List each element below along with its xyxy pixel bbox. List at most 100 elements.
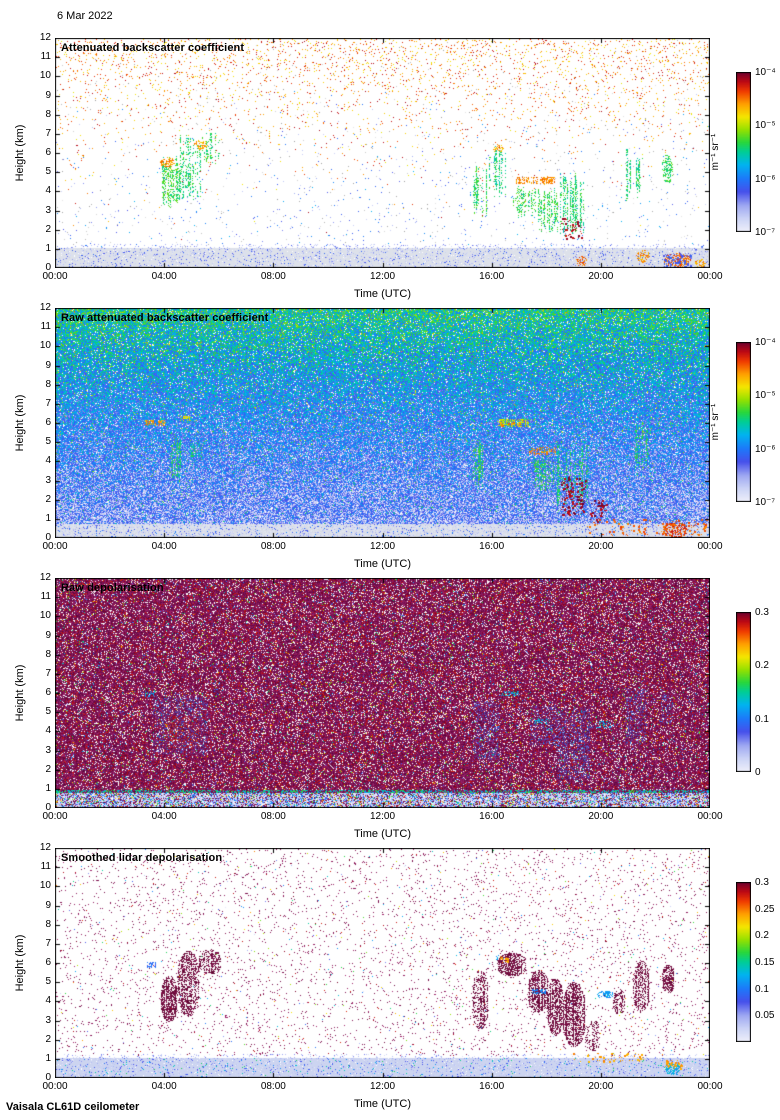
colorbar-tick-label: 0.3 xyxy=(755,877,769,888)
y-tick-label: 4 xyxy=(45,185,51,197)
colorbar-tick-label: 0.15 xyxy=(755,957,775,968)
x-tick-label: 12:00 xyxy=(369,541,396,552)
x-tick-label: 16:00 xyxy=(479,541,505,552)
x-tick-labels: 00:00 04:00 08:00 12:00 16:00 20:00 00:00 xyxy=(0,271,780,284)
colorbar-unit-label: m⁻¹ sr⁻¹ xyxy=(710,133,721,171)
x-tick-label: 00:00 xyxy=(697,811,723,822)
y-tick-label: 7 xyxy=(45,127,51,139)
plot-title: Smoothed lidar depolarisation xyxy=(61,852,223,864)
y-tick-label: 4 xyxy=(45,725,51,737)
y-tick-label: 3 xyxy=(45,474,51,486)
y-tick-label: 7 xyxy=(45,397,51,409)
colorbar-canvas xyxy=(736,882,751,1042)
x-tick-labels: 00:00 04:00 08:00 12:00 16:00 20:00 00:00 xyxy=(0,1081,780,1094)
y-tick-label: 1 xyxy=(45,1052,51,1064)
heatmap-canvas-attenuated-backscatter xyxy=(55,38,710,268)
y-tick-label: 8 xyxy=(45,108,51,120)
x-axis-label: Time (UTC) xyxy=(353,288,412,300)
heatmap-canvas-raw-attenuated-backscatter xyxy=(55,308,710,538)
x-tick-label: 20:00 xyxy=(588,1081,614,1092)
colorbar-tick-label: 0 xyxy=(755,767,761,778)
instrument-label: Vaisala CL61D ceilometer xyxy=(6,1101,140,1113)
y-tick-label: 5 xyxy=(45,706,51,718)
x-tick-label: 20:00 xyxy=(588,271,614,282)
y-tick-label: 4 xyxy=(45,995,51,1007)
plot-title: Raw attenuated backscatter coefficient xyxy=(61,312,269,324)
x-axis-label: Time (UTC) xyxy=(353,828,412,840)
x-tick-labels: 00:00 04:00 08:00 12:00 16:00 20:00 00:00 xyxy=(0,541,780,554)
y-tick-label: 6 xyxy=(45,147,51,158)
x-tick-label: 08:00 xyxy=(260,811,286,822)
plot-title: Raw depolarisation xyxy=(61,582,164,594)
y-tick-label: 10 xyxy=(39,880,51,892)
colorbar-tick-label: 0.2 xyxy=(755,660,769,672)
y-tick-label: 2 xyxy=(45,1033,51,1045)
y-tick-label: 5 xyxy=(45,436,51,448)
y-tick-label: 0 xyxy=(45,1072,51,1083)
colorbar-tick-label: 10⁻⁵ xyxy=(755,390,776,402)
y-tick-label: 3 xyxy=(45,204,51,216)
y-tick-label: 7 xyxy=(45,937,51,949)
x-tick-label: 00:00 xyxy=(42,811,68,822)
colorbar-canvas xyxy=(736,342,751,502)
x-tick-label: 00:00 xyxy=(42,271,68,282)
y-tick-label: 8 xyxy=(45,378,51,390)
x-tick-label: 00:00 xyxy=(697,1081,723,1092)
y-tick-label: 8 xyxy=(45,918,51,930)
colorbar-tick-labels: 10⁻⁴ 10⁻⁵ 10⁻⁶ 10⁻⁷ xyxy=(755,67,780,238)
colorbar-tick-labels: 0.3 0.2 0.1 0 xyxy=(755,607,780,778)
colorbar-tick-label: 0.05 xyxy=(755,1010,775,1022)
y-tick-label: 11 xyxy=(40,861,51,873)
x-tick-label: 12:00 xyxy=(369,1081,396,1092)
colorbar-tick-label: 0.25 xyxy=(755,903,775,915)
colorbar-tick-label: 0.2 xyxy=(755,930,769,942)
x-tick-label: 12:00 xyxy=(369,271,396,282)
x-tick-label: 04:00 xyxy=(151,541,177,552)
y-tick-label: 0 xyxy=(45,262,51,273)
y-tick-labels: 0 1 2 3 4 5 6 7 8 9 10 11 12 xyxy=(0,572,51,813)
y-tick-label: 10 xyxy=(39,340,51,352)
panel-smoothed-depolarisation: Smoothed lidar depolarisation Height (km… xyxy=(0,842,780,1116)
y-tick-label: 0 xyxy=(45,802,51,813)
x-tick-label: 04:00 xyxy=(151,271,177,282)
colorbar-tick-label: 10⁻⁶ xyxy=(755,173,776,185)
x-tick-label: 20:00 xyxy=(588,541,614,552)
colorbar-tick-label: 10⁻⁴ xyxy=(755,337,776,348)
x-tick-labels: 00:00 04:00 08:00 12:00 16:00 20:00 00:00 xyxy=(0,811,780,824)
y-tick-label: 11 xyxy=(40,51,51,63)
x-tick-label: 16:00 xyxy=(479,271,505,282)
y-tick-label: 0 xyxy=(45,532,51,543)
colorbar-tick-labels: 10⁻⁴ 10⁻⁵ 10⁻⁶ 10⁻⁷ xyxy=(755,337,780,508)
x-tick-label: 16:00 xyxy=(479,811,505,822)
colorbar-tick-label: 0.1 xyxy=(755,713,769,725)
y-tick-label: 2 xyxy=(45,763,51,775)
x-tick-label: 00:00 xyxy=(42,1081,68,1092)
colorbar-tick-label: 0.1 xyxy=(755,983,769,995)
x-tick-label: 04:00 xyxy=(151,811,177,822)
y-tick-label: 9 xyxy=(45,89,51,101)
x-tick-label: 16:00 xyxy=(479,1081,505,1092)
x-axis-label: Time (UTC) xyxy=(353,558,412,570)
y-tick-label: 1 xyxy=(45,242,51,254)
y-tick-label: 7 xyxy=(45,667,51,679)
y-tick-labels: 0 1 2 3 4 5 6 7 8 9 10 11 12 xyxy=(0,302,51,543)
colorbar-canvas xyxy=(736,612,751,772)
colorbar-tick-label: 10⁻⁷ xyxy=(755,227,776,238)
y-tick-label: 8 xyxy=(45,648,51,660)
y-tick-label: 3 xyxy=(45,1014,51,1026)
x-tick-label: 04:00 xyxy=(151,1081,177,1092)
panel-attenuated-backscatter: Attenuated backscatter coefficient Heigh… xyxy=(0,32,780,306)
y-tick-label: 6 xyxy=(45,957,51,968)
y-tick-label: 12 xyxy=(39,32,51,43)
x-tick-label: 08:00 xyxy=(260,1081,286,1092)
x-tick-label: 08:00 xyxy=(260,271,286,282)
y-tick-label: 12 xyxy=(39,572,51,583)
y-tick-label: 11 xyxy=(40,591,51,603)
y-tick-label: 3 xyxy=(45,744,51,756)
y-tick-label: 12 xyxy=(39,842,51,853)
panel-raw-attenuated-backscatter: Raw attenuated backscatter coefficient H… xyxy=(0,302,780,576)
x-tick-label: 08:00 xyxy=(260,541,286,552)
colorbar-canvas xyxy=(736,72,751,232)
x-tick-label: 00:00 xyxy=(42,541,68,552)
